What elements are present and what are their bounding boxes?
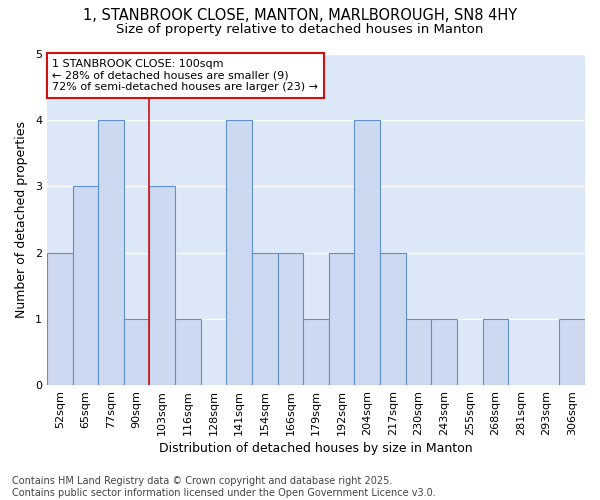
Bar — [559, 319, 585, 385]
Bar — [226, 120, 252, 385]
Bar — [98, 120, 124, 385]
Bar — [406, 319, 431, 385]
Text: 1, STANBROOK CLOSE, MANTON, MARLBOROUGH, SN8 4HY: 1, STANBROOK CLOSE, MANTON, MARLBOROUGH,… — [83, 8, 517, 22]
Bar — [278, 252, 303, 385]
Bar — [73, 186, 98, 385]
Bar — [355, 120, 380, 385]
Text: Size of property relative to detached houses in Manton: Size of property relative to detached ho… — [116, 22, 484, 36]
X-axis label: Distribution of detached houses by size in Manton: Distribution of detached houses by size … — [159, 442, 473, 455]
Bar — [303, 319, 329, 385]
Bar — [252, 252, 278, 385]
Bar — [175, 319, 200, 385]
Bar — [431, 319, 457, 385]
Text: Contains HM Land Registry data © Crown copyright and database right 2025.
Contai: Contains HM Land Registry data © Crown c… — [12, 476, 436, 498]
Text: 1 STANBROOK CLOSE: 100sqm
← 28% of detached houses are smaller (9)
72% of semi-d: 1 STANBROOK CLOSE: 100sqm ← 28% of detac… — [52, 59, 319, 92]
Bar — [482, 319, 508, 385]
Bar — [124, 319, 149, 385]
Bar — [329, 252, 355, 385]
Bar — [380, 252, 406, 385]
Y-axis label: Number of detached properties: Number of detached properties — [15, 121, 28, 318]
Bar — [47, 252, 73, 385]
Bar — [149, 186, 175, 385]
